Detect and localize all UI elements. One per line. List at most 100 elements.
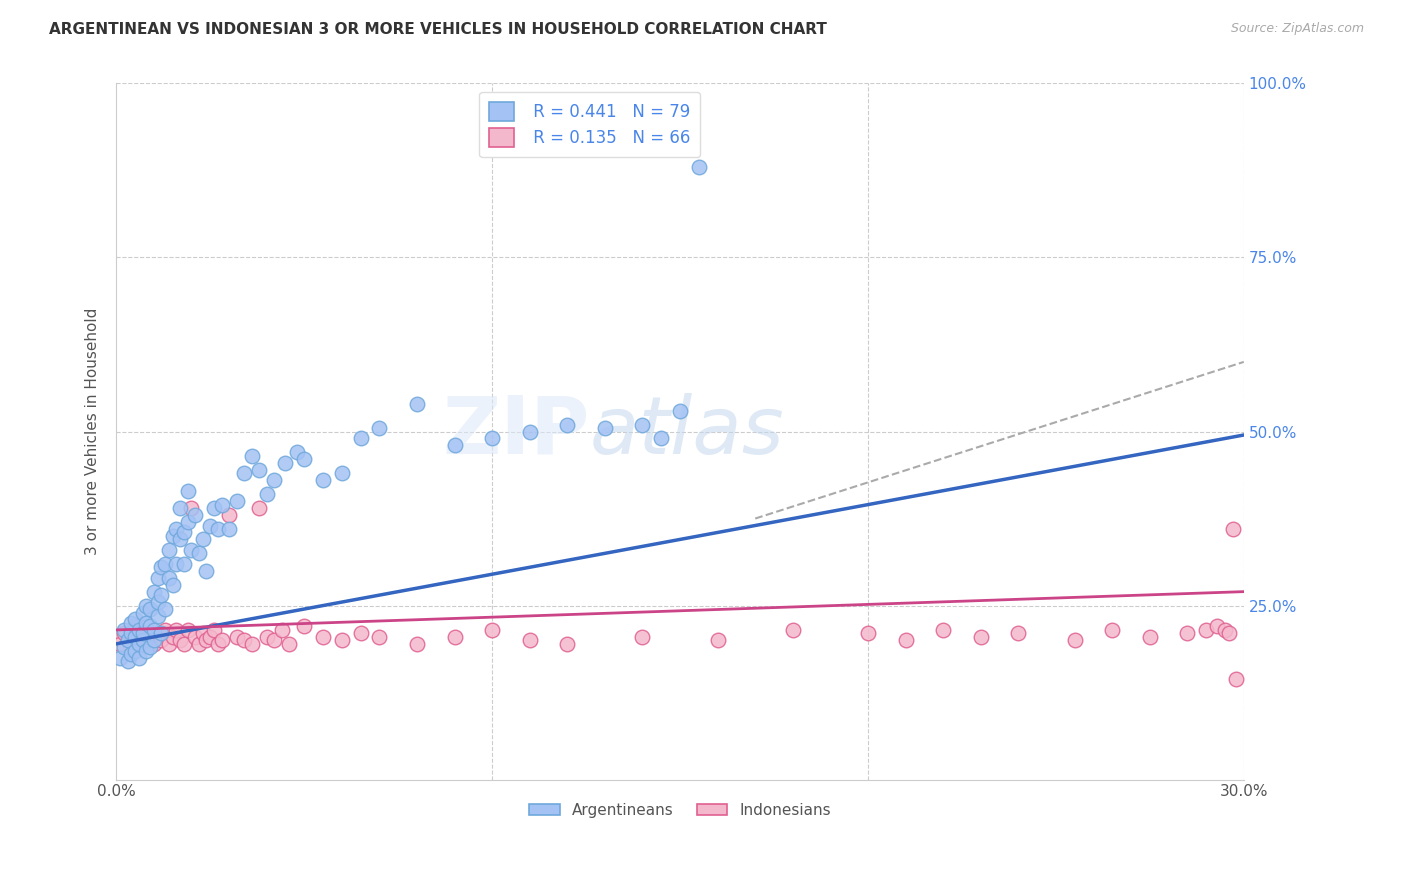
Point — [1177, 626, 1199, 640]
Point — [970, 630, 993, 644]
Point — [139, 619, 162, 633]
Point — [443, 438, 465, 452]
Point — [139, 602, 162, 616]
Point — [162, 529, 184, 543]
Point — [650, 432, 672, 446]
Point — [128, 637, 150, 651]
Point — [233, 633, 256, 648]
Point — [131, 606, 153, 620]
Point — [195, 564, 218, 578]
Point — [165, 557, 187, 571]
Point — [139, 630, 162, 644]
Point — [406, 397, 429, 411]
Point — [128, 650, 150, 665]
Point — [120, 623, 142, 637]
Point — [176, 623, 198, 637]
Point — [1195, 623, 1218, 637]
Point — [157, 637, 180, 651]
Point — [631, 630, 654, 644]
Legend: Argentineans, Indonesians: Argentineans, Indonesians — [523, 797, 837, 824]
Point — [782, 623, 804, 637]
Point — [120, 648, 142, 662]
Point — [200, 630, 222, 644]
Point — [1213, 623, 1236, 637]
Text: ZIP: ZIP — [443, 392, 591, 470]
Point — [285, 445, 308, 459]
Point — [112, 626, 135, 640]
Point — [150, 633, 173, 648]
Point — [173, 637, 195, 651]
Point — [188, 546, 211, 560]
Point — [1225, 672, 1247, 686]
Point — [330, 633, 353, 648]
Point — [124, 619, 146, 633]
Point — [142, 623, 165, 637]
Point — [184, 630, 207, 644]
Point — [1222, 522, 1244, 536]
Point — [349, 626, 371, 640]
Point — [368, 421, 391, 435]
Point — [270, 623, 292, 637]
Point — [165, 623, 187, 637]
Point — [112, 623, 135, 637]
Point — [688, 160, 710, 174]
Point — [856, 626, 879, 640]
Point — [184, 508, 207, 522]
Point — [176, 515, 198, 529]
Point — [292, 452, 315, 467]
Point — [131, 633, 153, 648]
Point — [153, 557, 176, 571]
Point — [191, 533, 214, 547]
Point — [263, 633, 285, 648]
Point — [202, 501, 225, 516]
Point — [1007, 626, 1029, 640]
Point — [142, 633, 165, 648]
Point — [593, 421, 616, 435]
Point — [218, 522, 240, 536]
Point — [443, 630, 465, 644]
Point — [128, 623, 150, 637]
Point — [631, 417, 654, 432]
Point — [124, 630, 146, 644]
Point — [142, 584, 165, 599]
Point — [188, 637, 211, 651]
Point — [146, 626, 169, 640]
Point — [207, 637, 229, 651]
Point — [211, 633, 233, 648]
Point — [1206, 619, 1229, 633]
Point — [131, 626, 153, 640]
Point — [292, 619, 315, 633]
Point — [1101, 623, 1123, 637]
Point — [117, 633, 139, 648]
Point — [169, 633, 191, 648]
Point — [263, 473, 285, 487]
Point — [157, 542, 180, 557]
Point — [256, 487, 278, 501]
Point — [555, 637, 578, 651]
Point — [117, 654, 139, 668]
Point — [211, 498, 233, 512]
Text: ARGENTINEAN VS INDONESIAN 3 OR MORE VEHICLES IN HOUSEHOLD CORRELATION CHART: ARGENTINEAN VS INDONESIAN 3 OR MORE VEHI… — [49, 22, 827, 37]
Point — [124, 630, 146, 644]
Point — [669, 403, 692, 417]
Point — [481, 623, 503, 637]
Point — [312, 473, 335, 487]
Point — [247, 501, 270, 516]
Point — [1063, 633, 1085, 648]
Point — [169, 501, 191, 516]
Point — [135, 633, 157, 648]
Point — [349, 432, 371, 446]
Point — [1218, 626, 1240, 640]
Point — [162, 630, 184, 644]
Point — [312, 630, 335, 644]
Point — [519, 425, 541, 439]
Y-axis label: 3 or more Vehicles in Household: 3 or more Vehicles in Household — [86, 308, 100, 555]
Point — [128, 637, 150, 651]
Point — [169, 533, 191, 547]
Point — [135, 615, 157, 630]
Point — [157, 571, 180, 585]
Point — [932, 623, 955, 637]
Point — [256, 630, 278, 644]
Point — [124, 644, 146, 658]
Point — [150, 626, 173, 640]
